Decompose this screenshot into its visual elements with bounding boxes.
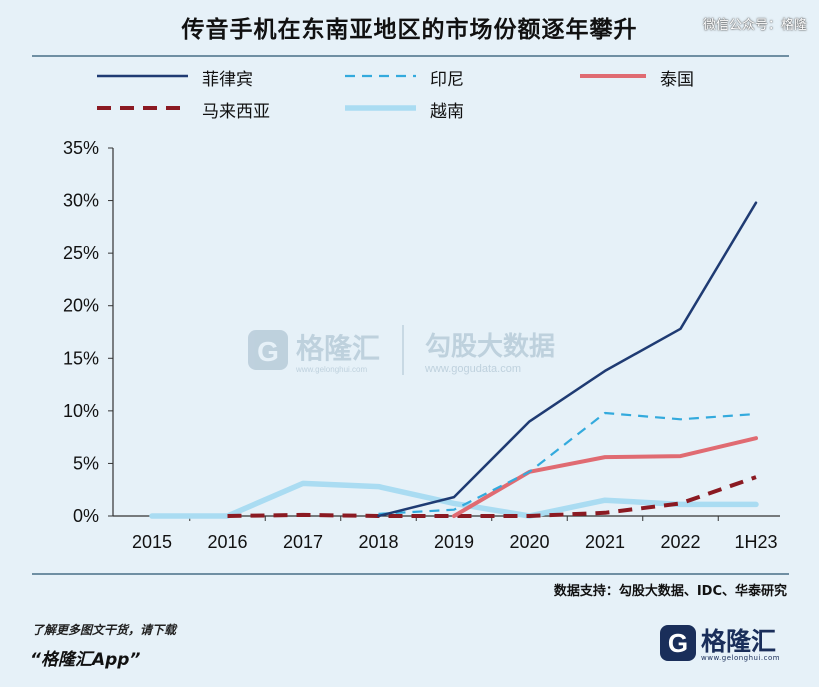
top-rule bbox=[32, 55, 789, 57]
y-tick-label: 25% bbox=[63, 243, 99, 263]
app-name[interactable]: “格隆汇App” bbox=[30, 650, 141, 670]
legend-swatch bbox=[97, 74, 188, 78]
download-hint: 了解更多图文干货，请下载 bbox=[32, 623, 177, 637]
legend-item: 越南 bbox=[345, 97, 520, 122]
bottom-rule bbox=[32, 573, 789, 575]
series-line-5 bbox=[149, 480, 759, 519]
legend-label: 菲律宾 bbox=[202, 70, 253, 90]
source-note: 数据支持：勾股大数据、IDC、华泰研究 bbox=[553, 584, 787, 599]
legend-item: 印尼 bbox=[345, 65, 520, 90]
watermark-url-left: www.gelonghui.com bbox=[295, 365, 367, 374]
x-tick-label: 1H23 bbox=[734, 532, 777, 552]
series-line-1 bbox=[377, 201, 758, 518]
logo-icon: G bbox=[660, 625, 696, 661]
y-tick-label: 5% bbox=[73, 453, 99, 473]
legend-label: 印尼 bbox=[430, 70, 464, 90]
legend-item: 泰国 bbox=[580, 65, 750, 90]
brand-logo: G 格隆汇 www.gelonghui.com bbox=[659, 620, 789, 670]
x-tick-label: 2020 bbox=[509, 532, 549, 552]
legend-item: 菲律宾 bbox=[97, 65, 292, 90]
series-line-2 bbox=[378, 411, 757, 515]
watermark-logo-icon bbox=[248, 330, 288, 370]
x-tick-label: 2022 bbox=[660, 532, 700, 552]
series-layer bbox=[149, 201, 759, 519]
x-tick-label: 2017 bbox=[283, 532, 323, 552]
x-tick-label: 2019 bbox=[434, 532, 474, 552]
legend-label: 泰国 bbox=[660, 70, 694, 90]
y-tick-label: 30% bbox=[63, 191, 99, 211]
logo-url: www.gelonghui.com bbox=[701, 654, 781, 662]
y-tick-label: 20% bbox=[63, 296, 99, 316]
x-tick-label: 2015 bbox=[132, 532, 172, 552]
wechat-tag: 微信公众号：格隆 bbox=[702, 18, 807, 33]
legend-swatch bbox=[345, 105, 416, 111]
legend-item: 马来西亚 bbox=[97, 97, 292, 122]
x-tick-label: 2016 bbox=[207, 532, 247, 552]
y-tick-label: 15% bbox=[63, 348, 99, 368]
watermark: G 格隆汇 www.gelonghui.com 勾股大数据 www.goguda… bbox=[248, 325, 555, 375]
logo-name: 格隆汇 bbox=[701, 627, 777, 656]
series-line-4 bbox=[227, 475, 757, 518]
watermark-logo-glyph: G bbox=[257, 336, 279, 367]
legend-swatch bbox=[97, 106, 188, 110]
watermark-url-right: www.gogudata.com bbox=[424, 363, 521, 375]
axes: 0% 5% 10% 15% 20% 25% 30% 35% 2015 2016 2017 2018 20… bbox=[63, 138, 780, 552]
x-tick-label: 2018 bbox=[358, 532, 398, 552]
watermark-brand-right: 勾股大数据 bbox=[425, 331, 555, 361]
series-line-3 bbox=[452, 436, 758, 518]
svg-text:G: G bbox=[668, 628, 688, 658]
legend-label: 马来西亚 bbox=[202, 102, 270, 122]
y-tick-label: 10% bbox=[63, 401, 99, 421]
y-tick-label: 35% bbox=[63, 138, 99, 158]
legend-label: 越南 bbox=[430, 102, 464, 122]
x-tick-label: 2021 bbox=[585, 532, 625, 552]
legend-swatch bbox=[580, 74, 646, 78]
legend-swatch bbox=[345, 74, 416, 78]
y-tick-label: 0% bbox=[73, 506, 99, 526]
chart-title: 传音手机在东南亚地区的市场份额逐年攀升 bbox=[181, 17, 638, 43]
watermark-brand-left: 格隆汇 bbox=[296, 333, 380, 364]
